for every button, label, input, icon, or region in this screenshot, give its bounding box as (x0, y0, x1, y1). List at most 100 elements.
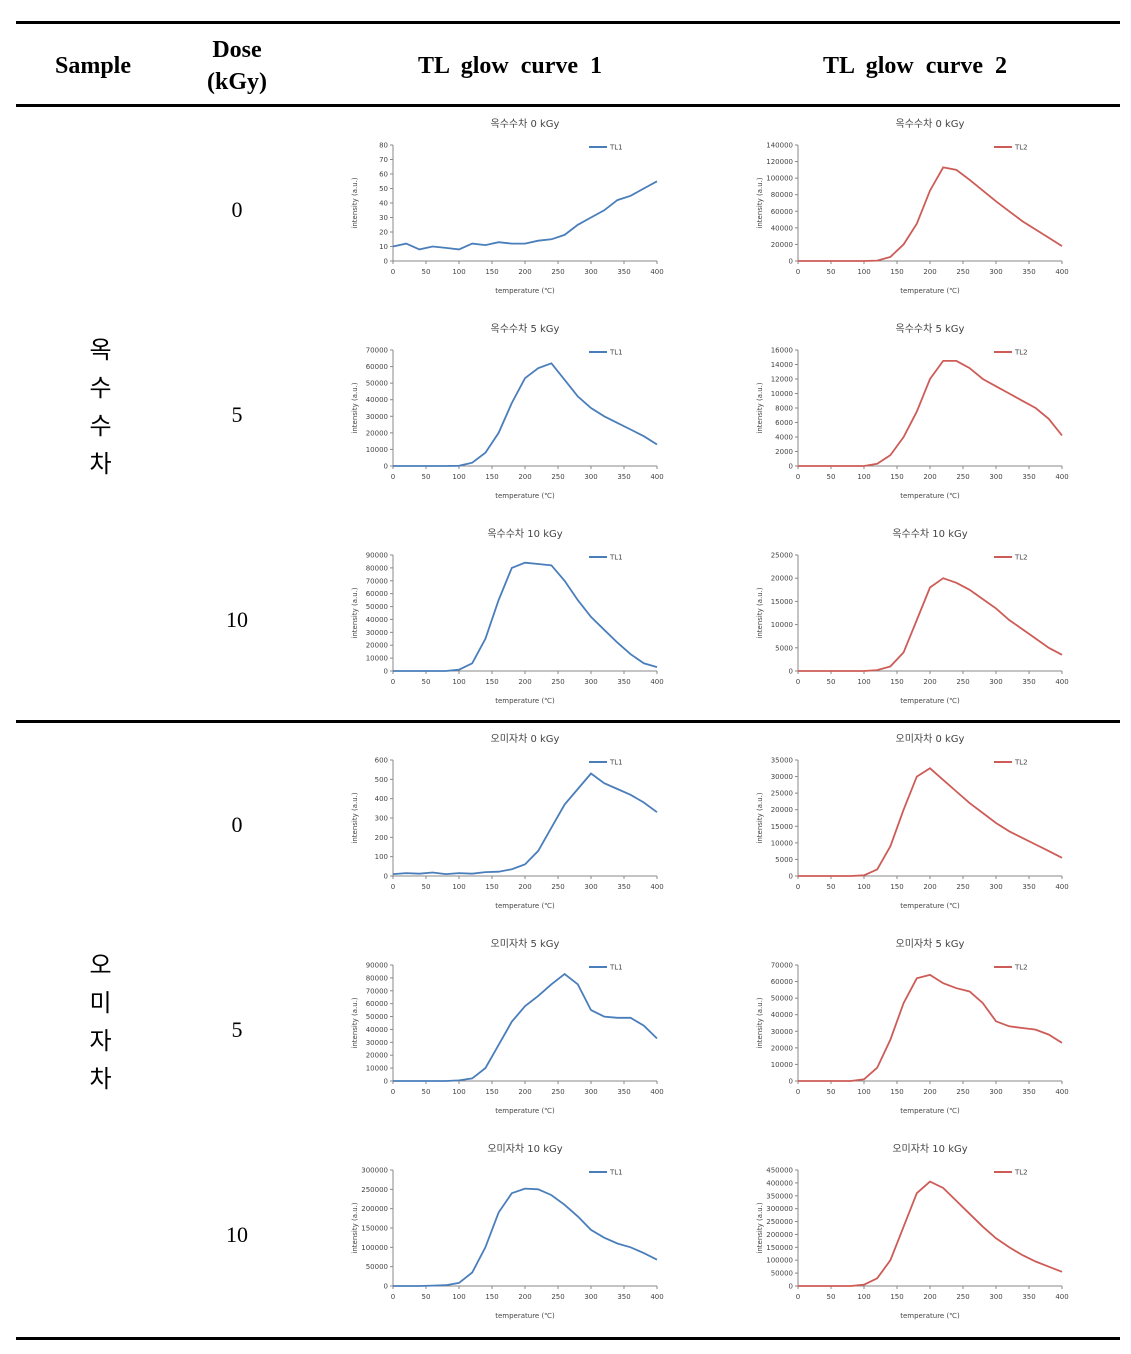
y-tick-label: 300000 (361, 1167, 388, 1175)
y-axis-label: intensity (a.u.) (756, 587, 764, 638)
x-axis-label: temperature (℃) (900, 1107, 960, 1115)
y-tick-label: 30000 (366, 1039, 388, 1047)
y-tick-label: 60000 (771, 978, 793, 986)
series-line (393, 561, 658, 672)
x-tick-label: 350 (1022, 473, 1035, 481)
legend-label: TL1 (609, 964, 623, 972)
x-tick-label: 350 (617, 268, 630, 276)
series-line (798, 767, 1063, 877)
y-tick-label: 40000 (366, 616, 388, 624)
y-tick-label: 14000 (771, 361, 793, 369)
x-tick-label: 300 (584, 1293, 597, 1301)
y-tick-label: 100 (375, 853, 388, 861)
x-tick-label: 200 (518, 883, 531, 891)
legend-label: TL1 (609, 349, 623, 357)
y-tick-label: 10000 (771, 1061, 793, 1069)
y-tick-label: 0 (384, 463, 388, 471)
y-axis-label: intensity (a.u.) (351, 997, 359, 1048)
series-line (393, 972, 658, 1082)
x-tick-label: 250 (551, 1293, 564, 1301)
header: Sample (54, 53, 131, 79)
chart: 오미자차 10 kGy 0 50000 100000 150000 200000 25000… (351, 1143, 664, 1320)
y-axis-label: intensity (a.u.) (756, 792, 764, 843)
x-tick-label: 150 (485, 678, 498, 686)
y-axis-label: intensity (a.u.) (756, 382, 764, 433)
x-tick-label: 0 (391, 883, 395, 891)
y-tick-label: 0 (789, 1078, 793, 1086)
x-tick-label: 100 (452, 473, 465, 481)
chart-title: 옥수수차 5 kGy (896, 323, 965, 335)
y-tick-label: 50000 (366, 380, 388, 388)
y-tick-label: 90000 (366, 552, 388, 560)
dose: 10 (226, 1222, 248, 1247)
series-line (798, 1180, 1063, 1287)
x-axis-label: temperature (℃) (495, 287, 555, 295)
chart: 옥수수차 0 kGy 0 10 20 30 40 50 60 70 80 0 50 100 150 200 2… (351, 118, 664, 295)
y-tick-label: 70000 (366, 347, 388, 355)
x-tick-label: 200 (923, 883, 936, 891)
y-tick-label: 15000 (771, 823, 793, 831)
x-tick-label: 50 (422, 473, 431, 481)
header: TL glow curve 1 (418, 53, 602, 79)
series-line (393, 362, 658, 467)
y-tick-label: 200000 (361, 1205, 388, 1213)
x-tick-label: 0 (391, 473, 395, 481)
x-tick-label: 150 (890, 883, 903, 891)
table-rule (16, 720, 1120, 723)
x-tick-label: 200 (923, 268, 936, 276)
y-tick-label: 40000 (771, 224, 793, 232)
series-line (392, 772, 658, 876)
x-tick-label: 0 (796, 883, 800, 891)
y-tick-label: 500 (375, 776, 388, 784)
y-tick-label: 300 (375, 815, 388, 823)
x-tick-label: 100 (857, 473, 870, 481)
x-tick-label: 400 (1055, 883, 1068, 891)
y-tick-label: 50000 (366, 603, 388, 611)
y-tick-label: 10000 (366, 1065, 388, 1073)
x-tick-label: 300 (584, 268, 597, 276)
x-tick-label: 0 (391, 1088, 395, 1096)
x-tick-label: 250 (956, 1088, 969, 1096)
chart-title: 옥수수차 5 kGy (491, 323, 560, 335)
legend-label: TL1 (609, 1169, 623, 1177)
x-tick-label: 250 (956, 1293, 969, 1301)
x-tick-label: 50 (827, 678, 836, 686)
x-tick-label: 100 (857, 1088, 870, 1096)
x-tick-label: 200 (923, 1088, 936, 1096)
y-tick-label: 60000 (771, 208, 793, 216)
series-line (392, 180, 658, 251)
x-tick-label: 400 (650, 678, 663, 686)
x-tick-label: 100 (857, 678, 870, 686)
dose: 0 (231, 812, 243, 837)
x-tick-label: 250 (956, 883, 969, 891)
y-tick-label: 20000 (366, 642, 388, 650)
x-tick-label: 150 (890, 473, 903, 481)
legend-label: TL2 (1014, 964, 1028, 972)
x-tick-label: 150 (485, 1293, 498, 1301)
chart: 옥수수차 0 kGy 0 20000 40000 60000 80000 100000 120… (756, 118, 1069, 295)
y-tick-label: 0 (384, 873, 388, 881)
y-tick-label: 600 (375, 757, 388, 765)
legend-label: TL2 (1014, 349, 1028, 357)
y-tick-label: 0 (789, 1283, 793, 1291)
x-tick-label: 400 (650, 1293, 663, 1301)
y-tick-label: 70000 (366, 987, 388, 995)
x-tick-label: 150 (890, 268, 903, 276)
y-axis-label: intensity (a.u.) (351, 1202, 359, 1253)
y-tick-label: 150000 (766, 1244, 793, 1252)
x-tick-label: 0 (391, 1293, 395, 1301)
x-tick-label: 350 (617, 883, 630, 891)
y-tick-label: 60000 (366, 363, 388, 371)
x-tick-label: 350 (617, 1293, 630, 1301)
x-tick-label: 400 (1055, 1293, 1068, 1301)
y-tick-label: 100000 (766, 1257, 793, 1265)
y-tick-label: 400 (375, 795, 388, 803)
table-rule (16, 104, 1120, 107)
x-tick-label: 250 (956, 678, 969, 686)
y-tick-label: 20000 (366, 1052, 388, 1060)
x-tick-label: 250 (551, 883, 564, 891)
x-tick-label: 100 (857, 1293, 870, 1301)
x-tick-label: 0 (391, 268, 395, 276)
x-tick-label: 50 (827, 1088, 836, 1096)
dose: 5 (231, 402, 243, 427)
